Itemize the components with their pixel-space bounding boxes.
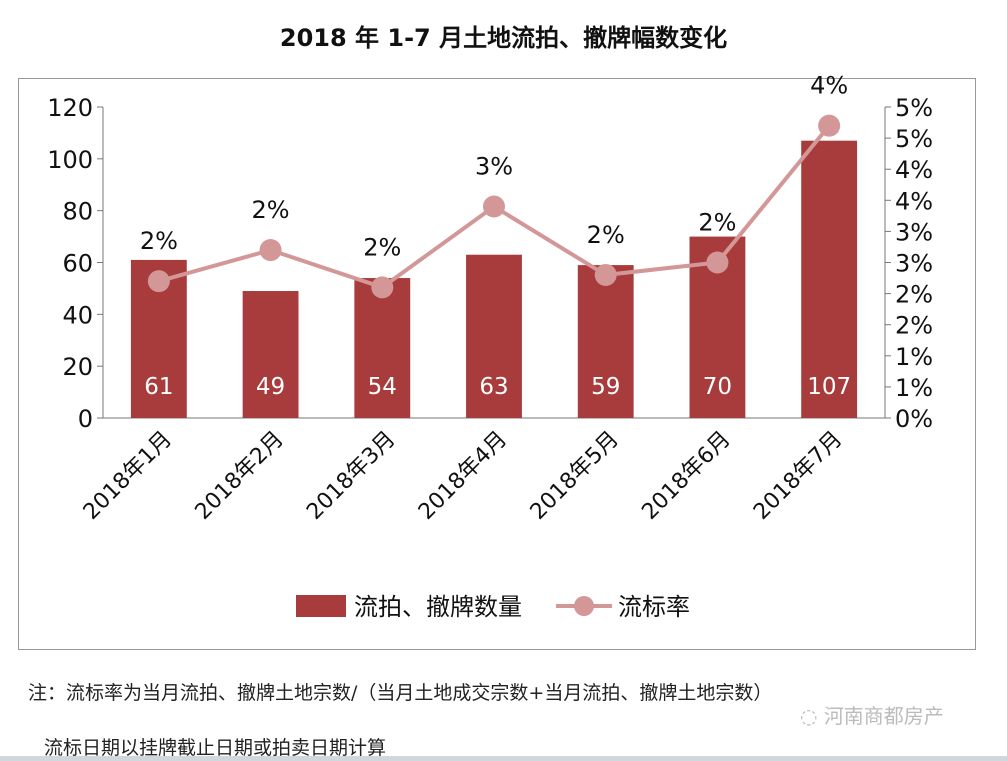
x-tick-label: 2018年7月: [749, 427, 847, 525]
bar: [354, 278, 411, 418]
left-tick-label: 120: [47, 94, 93, 122]
left-tick-label: 20: [62, 353, 93, 381]
rate-label: 3%: [475, 153, 513, 181]
bar-label: 49: [256, 374, 285, 400]
chart-title: 2018 年 1-7 月土地流拍、撤牌幅数变化: [279, 24, 728, 52]
rate-label: 4%: [810, 72, 848, 100]
x-tick-label: 2018年6月: [637, 427, 735, 525]
right-tick-label: 5%: [895, 125, 933, 153]
left-tick-label: 60: [62, 250, 93, 278]
bottom-bar: [0, 756, 1007, 761]
note-line-2: 流标日期以挂牌截止日期或拍卖日期计算: [44, 737, 387, 759]
watermark: ◌ 河南商都房产: [800, 700, 944, 729]
watermark-text: 河南商都房产: [823, 704, 944, 728]
rate-point: [706, 251, 729, 274]
rate-label: 2%: [252, 196, 290, 224]
rate-point: [371, 276, 394, 299]
bar-label: 54: [368, 374, 397, 400]
bar-label: 63: [479, 374, 508, 400]
right-tick-label: 2%: [895, 281, 933, 309]
note-line-1: 注：流标率为当月流拍、撤牌土地宗数/（当月土地成交宗数+当月流拍、撤牌土地宗数）: [28, 682, 773, 704]
bar-label: 107: [807, 374, 851, 400]
bar-label: 70: [703, 374, 732, 400]
rate-point: [818, 114, 841, 137]
legend-line-label: 流标率: [618, 593, 690, 621]
right-tick-label: 3%: [895, 218, 933, 246]
left-tick-label: 40: [62, 301, 93, 329]
left-tick-label: 0: [78, 405, 93, 433]
bar-label: 61: [144, 374, 173, 400]
x-tick-label: 2018年4月: [414, 427, 512, 525]
rate-point: [594, 263, 617, 286]
x-tick-label: 2018年5月: [526, 427, 624, 525]
legend-bar-label: 流拍、撤牌数量: [354, 593, 522, 621]
rate-point: [259, 239, 282, 262]
x-tick-label: 2018年3月: [302, 427, 400, 525]
chart-frame: [18, 78, 976, 650]
x-tick-label: 2018年2月: [191, 427, 289, 525]
rate-label: 2%: [587, 221, 625, 249]
right-tick-label: 3%: [895, 250, 933, 278]
left-tick-label: 100: [47, 146, 93, 174]
rate-label: 2%: [140, 227, 178, 255]
legend-bar-swatch: [296, 595, 346, 617]
rate-point: [483, 195, 505, 218]
bar: [466, 254, 522, 418]
left-tick-label: 80: [62, 198, 93, 226]
rate-label: 2%: [363, 233, 401, 261]
right-tick-label: 2%: [895, 312, 933, 340]
right-tick-label: 4%: [895, 156, 933, 184]
bar-label: 59: [591, 374, 620, 400]
right-tick-label: 0%: [895, 405, 933, 433]
right-tick-label: 1%: [895, 374, 933, 402]
right-tick-label: 1%: [895, 343, 933, 371]
x-tick-label: 2018年1月: [79, 427, 177, 525]
rate-label: 2%: [698, 209, 736, 237]
bar: [242, 291, 299, 418]
bar: [801, 140, 858, 419]
legend-line-marker: [574, 596, 594, 616]
right-tick-label: 4%: [895, 187, 933, 215]
rate-point: [147, 270, 170, 293]
bar: [577, 265, 634, 418]
right-tick-label: 5%: [895, 94, 933, 122]
wechat-icon: ◌: [800, 704, 824, 728]
